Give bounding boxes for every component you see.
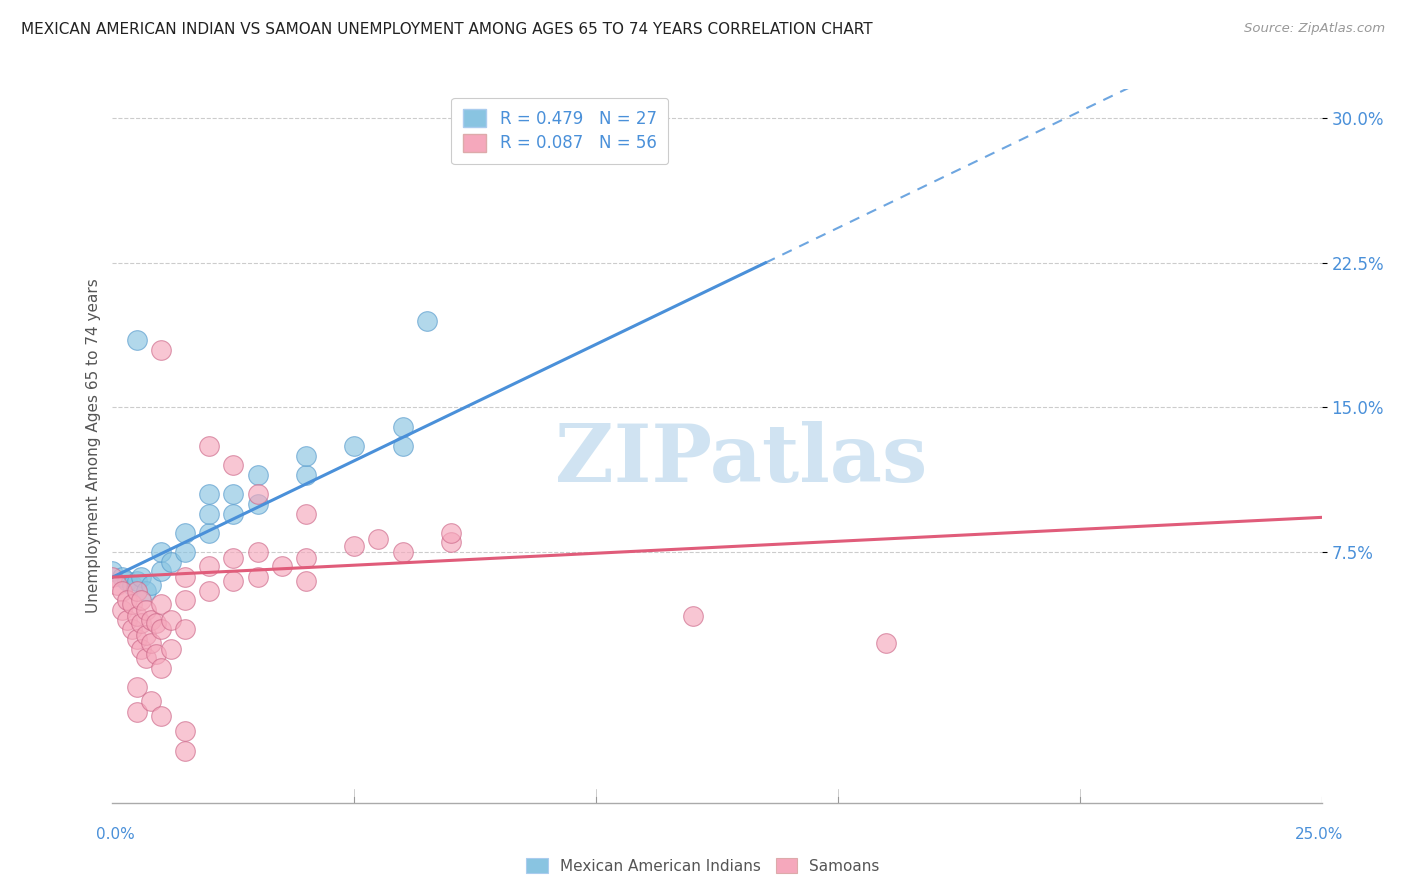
Point [111, 583, 134, 598]
Point [875, 636, 897, 650]
Point [111, 570, 134, 584]
Point [440, 535, 463, 549]
Point [295, 467, 318, 482]
Point [174, 622, 197, 636]
Point [135, 603, 157, 617]
Point [198, 439, 221, 453]
Point [198, 525, 221, 540]
Point [125, 608, 148, 623]
Legend: Mexican American Indians, Samoans: Mexican American Indians, Samoans [520, 852, 886, 880]
Point [125, 333, 148, 347]
Point [131, 593, 153, 607]
Y-axis label: Unemployment Among Ages 65 to 74 years: Unemployment Among Ages 65 to 74 years [86, 278, 101, 614]
Point [367, 532, 389, 546]
Point [343, 439, 366, 453]
Point [222, 574, 245, 588]
Point [343, 539, 366, 553]
Point [141, 636, 163, 650]
Point [159, 555, 181, 569]
Point [141, 613, 163, 627]
Point [131, 641, 153, 656]
Point [295, 449, 318, 463]
Point [111, 603, 134, 617]
Point [295, 550, 318, 565]
Point [174, 724, 197, 739]
Point [222, 487, 245, 501]
Point [159, 641, 181, 656]
Point [141, 693, 163, 707]
Legend: R = 0.479   N = 27, R = 0.087   N = 56: R = 0.479 N = 27, R = 0.087 N = 56 [451, 97, 668, 164]
Text: ZIPatlas: ZIPatlas [555, 421, 928, 500]
Point [440, 525, 463, 540]
Point [131, 570, 153, 584]
Text: 0.0%: 0.0% [96, 827, 135, 841]
Point [149, 597, 172, 611]
Point [121, 578, 143, 592]
Point [198, 487, 221, 501]
Point [135, 628, 157, 642]
Point [149, 343, 172, 357]
Point [174, 744, 197, 758]
Point [159, 613, 181, 627]
Point [391, 439, 413, 453]
Point [270, 558, 292, 573]
Point [149, 565, 172, 579]
Point [246, 570, 269, 584]
Point [246, 467, 269, 482]
Point [222, 458, 245, 473]
Point [682, 608, 704, 623]
Point [145, 616, 167, 631]
Point [125, 680, 148, 694]
Point [145, 648, 167, 662]
Text: MEXICAN AMERICAN INDIAN VS SAMOAN UNEMPLOYMENT AMONG AGES 65 TO 74 YEARS CORRELA: MEXICAN AMERICAN INDIAN VS SAMOAN UNEMPL… [21, 22, 873, 37]
Point [198, 507, 221, 521]
Point [174, 593, 197, 607]
Point [121, 597, 143, 611]
Point [125, 574, 148, 588]
Point [125, 632, 148, 646]
Point [105, 578, 128, 592]
Point [125, 583, 148, 598]
Point [149, 661, 172, 675]
Point [222, 507, 245, 521]
Point [149, 622, 172, 636]
Point [198, 583, 221, 598]
Point [174, 570, 197, 584]
Point [141, 578, 163, 592]
Point [222, 550, 245, 565]
Point [125, 705, 148, 719]
Text: Source: ZipAtlas.com: Source: ZipAtlas.com [1244, 22, 1385, 36]
Point [198, 558, 221, 573]
Point [174, 525, 197, 540]
Point [416, 313, 439, 327]
Point [135, 583, 157, 598]
Point [135, 651, 157, 665]
Point [101, 570, 124, 584]
Point [101, 565, 124, 579]
Point [246, 487, 269, 501]
Point [246, 545, 269, 559]
Point [115, 593, 138, 607]
Point [115, 613, 138, 627]
Point [246, 497, 269, 511]
Text: 25.0%: 25.0% [1295, 827, 1343, 841]
Point [295, 574, 318, 588]
Point [391, 419, 413, 434]
Point [115, 574, 138, 588]
Point [391, 545, 413, 559]
Point [174, 545, 197, 559]
Point [131, 616, 153, 631]
Point [149, 709, 172, 723]
Point [295, 507, 318, 521]
Point [121, 622, 143, 636]
Point [149, 545, 172, 559]
